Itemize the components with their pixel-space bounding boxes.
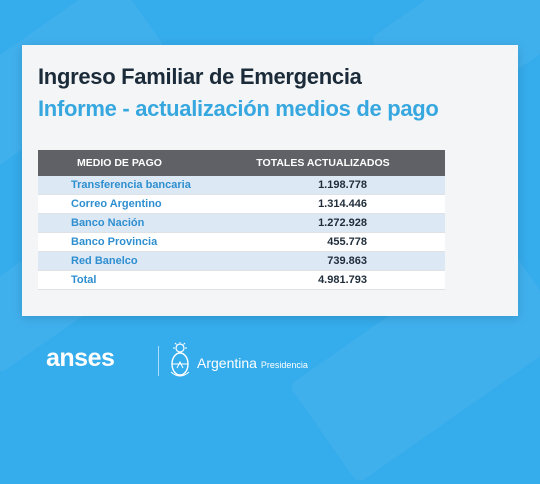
row-label: Banco Nación (38, 213, 201, 233)
row-label: Banco Provincia (38, 232, 201, 252)
total-value: 4.981.793 (201, 270, 445, 290)
argentina-label: Argentina (197, 355, 257, 371)
table-header-row: MEDIO DE PAGO TOTALES ACTUALIZADOS (38, 150, 445, 176)
row-value: 739.863 (201, 251, 445, 271)
row-label: Correo Argentino (38, 194, 201, 214)
table-row: Banco Nación 1.272.928 (38, 213, 445, 233)
column-header-medio: MEDIO DE PAGO (38, 150, 201, 176)
anses-logo: anses (46, 344, 115, 372)
page-title: Ingreso Familiar de Emergencia (38, 64, 362, 89)
presidencia-label: Presidencia (260, 360, 308, 370)
table-row: Correo Argentino 1.314.446 (38, 194, 445, 214)
table-row: Red Banelco 739.863 (38, 251, 445, 271)
payment-methods-table: MEDIO DE PAGO TOTALES ACTUALIZADOS Trans… (38, 150, 445, 290)
row-value: 1.198.778 (201, 176, 445, 195)
footer-divider (158, 346, 159, 376)
escudo-nacional-icon (170, 342, 190, 377)
table-row: Banco Provincia 455.778 (38, 232, 445, 252)
argentina-presidencia-logo: Argentina Presidencia (197, 355, 308, 373)
table-row-total: Total 4.981.793 (38, 270, 445, 290)
row-value: 1.314.446 (201, 194, 445, 214)
total-label: Total (38, 270, 201, 290)
row-label: Red Banelco (38, 251, 201, 271)
row-label: Transferencia bancaria (38, 176, 201, 195)
row-value: 1.272.928 (201, 213, 445, 233)
column-header-totales: TOTALES ACTUALIZADOS (201, 150, 445, 176)
page-subtitle: Informe - actualización medios de pago (38, 96, 439, 121)
row-value: 455.778 (201, 232, 445, 252)
table-row: Transferencia bancaria 1.198.778 (38, 176, 445, 195)
